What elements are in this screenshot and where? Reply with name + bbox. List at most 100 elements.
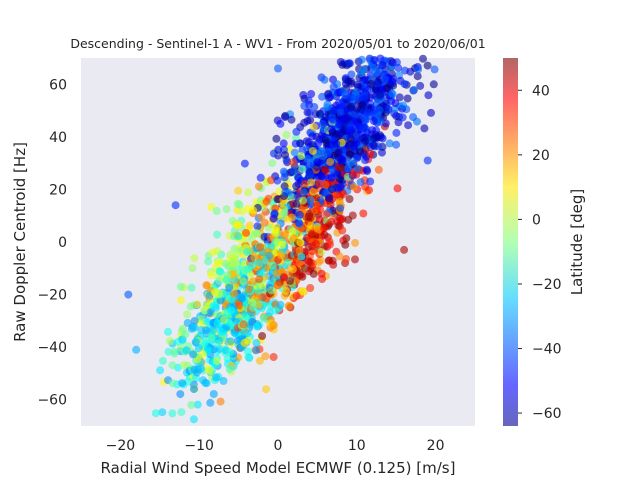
scatter-point	[369, 141, 378, 150]
scatter-point	[395, 93, 404, 102]
scatter-point	[219, 315, 228, 324]
scatter-point	[356, 178, 365, 187]
colorbar-ticks: −60 −40 −20 0 20 40	[518, 83, 562, 422]
y-axis-ticks: −60 −40 −20 0 20 40 60	[37, 77, 67, 408]
scatter-point	[357, 69, 365, 78]
scatter-point	[183, 310, 192, 319]
scatter-point	[332, 191, 341, 200]
scatter-point	[168, 361, 177, 370]
scatter-point	[335, 197, 344, 206]
scatter-point	[205, 366, 214, 375]
scatter-point	[212, 207, 221, 215]
scatter-point	[213, 310, 221, 319]
scatter-point	[320, 230, 329, 239]
scatter-point	[300, 118, 309, 127]
scatter-point	[249, 206, 258, 215]
scatter-point	[305, 257, 313, 266]
scatter-point	[193, 400, 202, 409]
scatter-point	[268, 159, 277, 168]
scatter-point	[166, 336, 174, 345]
scatter-point	[378, 148, 386, 157]
scatter-point	[297, 152, 306, 160]
scatter-point	[189, 415, 198, 424]
scatter-point	[339, 190, 348, 199]
scatter-point	[271, 306, 280, 315]
scatter-point	[292, 291, 301, 300]
scatter-point	[309, 269, 318, 278]
scatter-points	[124, 54, 439, 424]
y-tick-label: 20	[49, 182, 67, 198]
scatter-point	[392, 128, 401, 137]
scatter-point	[158, 356, 167, 365]
scatter-point	[320, 165, 329, 174]
scatter-point	[226, 337, 235, 346]
scatter-point	[276, 119, 285, 128]
scatter-point	[262, 197, 271, 206]
scatter-point	[206, 398, 215, 407]
scatter-point	[223, 271, 232, 280]
scatter-point	[235, 300, 244, 309]
scatter-point	[240, 159, 249, 168]
scatter-point	[320, 75, 329, 84]
y-tick-label: 60	[49, 77, 67, 93]
scatter-point	[299, 196, 308, 205]
scatter-point	[287, 213, 296, 222]
scatter-point	[202, 281, 211, 290]
scatter-point	[189, 350, 198, 359]
scatter-point	[388, 77, 397, 86]
scatter-point	[274, 145, 283, 154]
scatter-point	[281, 151, 290, 160]
x-axis-label: Radial Wind Speed Model ECMWF (0.125) [m…	[101, 459, 456, 477]
scatter-point	[391, 99, 400, 108]
scatter-point	[284, 302, 293, 310]
scatter-point	[315, 215, 324, 224]
scatter-point	[306, 284, 315, 292]
scatter-point	[252, 338, 261, 347]
scatter-point	[323, 103, 332, 112]
colorbar-label: Latitude [deg]	[568, 189, 586, 295]
scatter-point	[298, 164, 307, 173]
scatter-point	[151, 409, 160, 418]
scatter-point	[320, 224, 328, 233]
scatter-point	[255, 301, 263, 310]
scatter-point	[244, 352, 253, 361]
scatter-point	[381, 75, 390, 84]
scatter-point	[423, 61, 432, 70]
scatter-point	[326, 93, 335, 102]
scatter-point	[399, 101, 408, 110]
scatter-point	[347, 77, 356, 86]
scatter-point	[194, 344, 203, 353]
x-tick-label: 0	[274, 438, 283, 454]
scatter-point	[219, 377, 228, 385]
scatter-point	[209, 325, 217, 334]
scatter-point	[289, 158, 298, 167]
scatter-point	[272, 134, 281, 143]
scatter-point	[347, 158, 356, 167]
scatter-point	[168, 379, 177, 388]
scatter-point	[268, 261, 277, 270]
scatter-point	[423, 156, 432, 165]
scatter-point	[308, 147, 317, 155]
scatter-point	[420, 124, 429, 133]
scatter-point	[384, 105, 393, 113]
scatter-point	[335, 175, 344, 183]
colorbar-tick-label: 0	[532, 212, 541, 228]
scatter-point	[202, 326, 210, 335]
scatter-point	[301, 180, 310, 188]
scatter-point	[252, 322, 261, 331]
scatter-point	[409, 113, 418, 122]
colorbar	[503, 58, 518, 426]
scatter-point	[281, 111, 290, 120]
scatter-point	[273, 195, 282, 204]
scatter-point	[253, 293, 262, 302]
scatter-point	[178, 379, 187, 388]
scatter-point	[339, 102, 348, 111]
scatter-point	[201, 378, 210, 387]
scatter-point	[187, 283, 196, 292]
scatter-point	[229, 258, 238, 267]
x-tick-label: −10	[184, 438, 214, 454]
scatter-point	[318, 275, 327, 283]
scatter-point	[306, 116, 315, 125]
scatter-point	[222, 205, 231, 214]
scatter-point	[346, 93, 355, 102]
